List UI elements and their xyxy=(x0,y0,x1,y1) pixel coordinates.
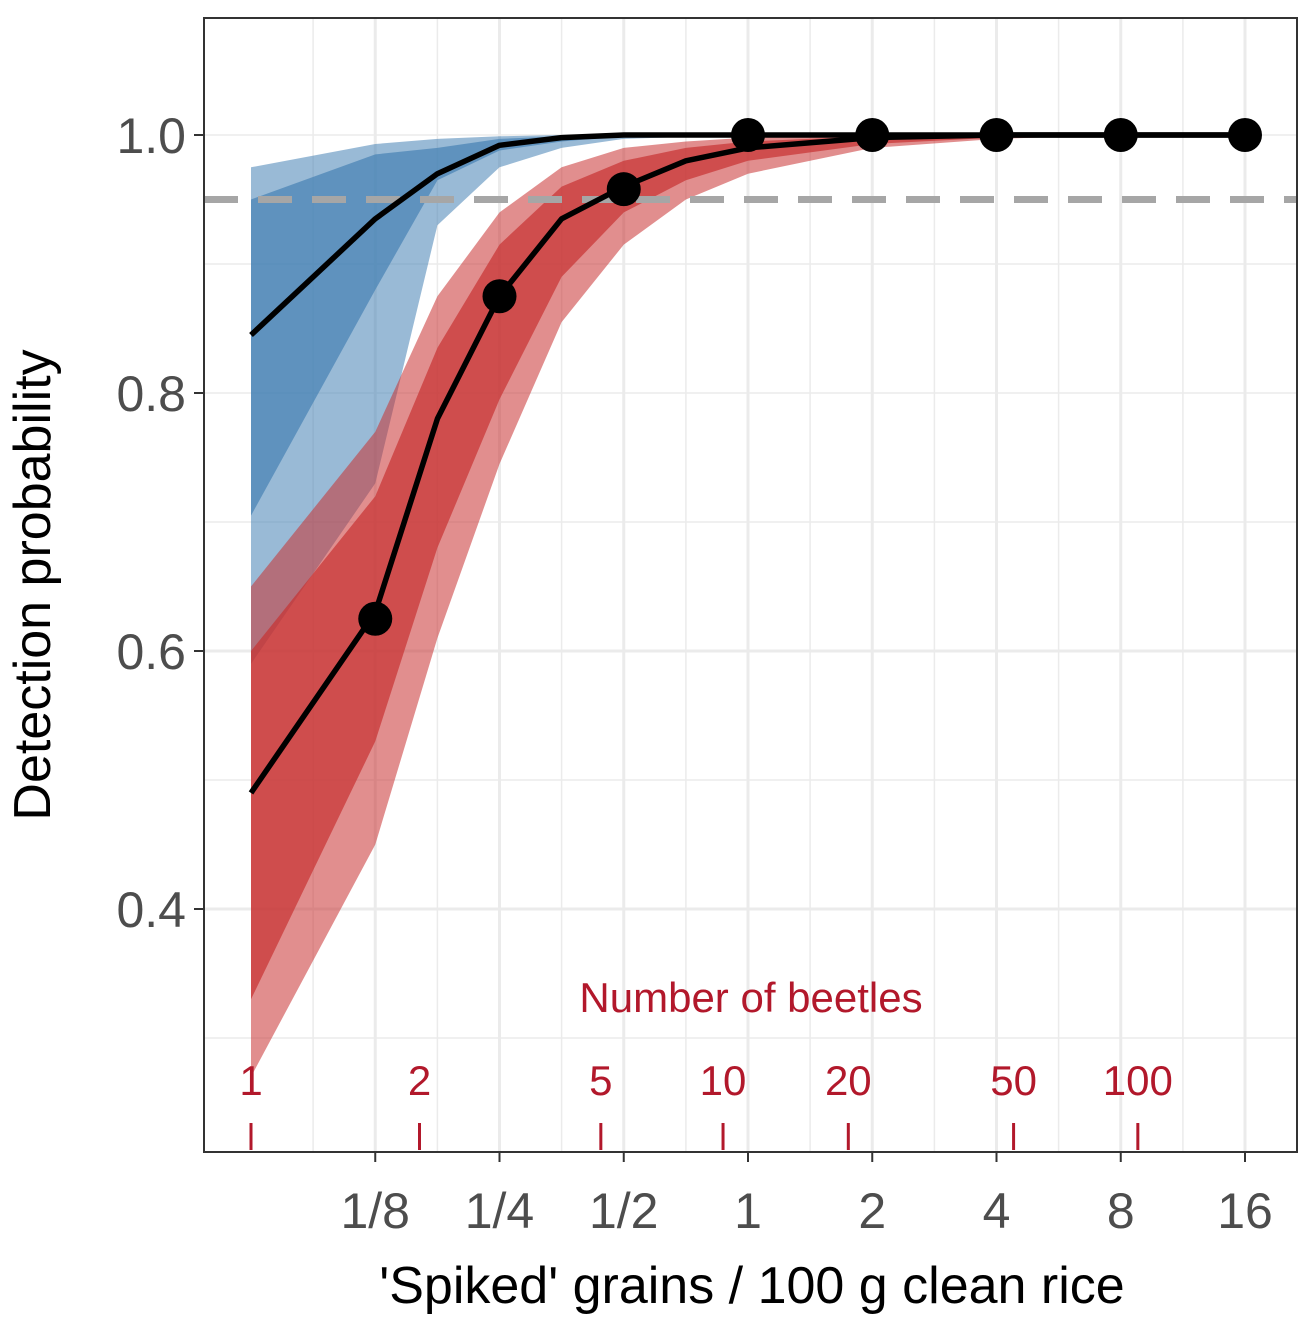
y-tick-label: 0.4 xyxy=(116,882,186,938)
inner-confidence-band xyxy=(251,135,1245,516)
x-tick-label: 1/4 xyxy=(465,1183,535,1239)
confidence-bands xyxy=(251,135,1245,1077)
observed-point xyxy=(606,172,641,207)
x-axis-title: 'Spiked' grains / 100 g clean rice xyxy=(379,1257,1124,1315)
y-tick-label: 0.8 xyxy=(116,366,186,422)
beetle-tick-label: 1 xyxy=(239,1057,262,1104)
x-tick-label: 16 xyxy=(1217,1183,1273,1239)
beetle-tick-label: 20 xyxy=(825,1057,872,1104)
inner-confidence-band xyxy=(251,135,1245,1000)
y-tick-label: 1.0 xyxy=(116,108,186,164)
observed-point xyxy=(979,118,1014,152)
observed-point xyxy=(731,118,765,152)
observed-point xyxy=(358,601,393,636)
beetle-tick-label: 10 xyxy=(700,1057,747,1104)
x-tick-label: 1 xyxy=(734,1183,762,1239)
plot-panel-border xyxy=(203,17,1298,1153)
axes: 0.4 0.6 0.8 1.0 1/8 1/4 1/2 1 2 4 8 16 xyxy=(116,108,1272,1239)
observed-points xyxy=(358,118,1262,636)
secondary-beetle-axis: Number of beetles 1 2 5 10 20 50 100 xyxy=(239,974,1173,1150)
x-tick-label: 2 xyxy=(858,1183,886,1239)
x-tick-label: 1/2 xyxy=(589,1183,659,1239)
beetle-tick-label: 2 xyxy=(408,1057,431,1104)
x-tick-label: 8 xyxy=(1107,1183,1135,1239)
observed-point xyxy=(855,118,890,152)
observed-point xyxy=(1103,118,1138,152)
fitted-curve xyxy=(248,132,1245,795)
observed-point xyxy=(1228,118,1262,152)
beetle-tick-label: 50 xyxy=(990,1057,1037,1104)
beetle-tick-label: 5 xyxy=(589,1057,612,1104)
x-tick-label: 4 xyxy=(983,1183,1011,1239)
fitted-curves xyxy=(248,132,1245,795)
secondary-axis-title: Number of beetles xyxy=(579,974,922,1021)
observed-point xyxy=(482,279,517,314)
x-tick-label: 1/8 xyxy=(340,1183,410,1239)
y-axis-title: Detection probability xyxy=(4,349,62,820)
beetle-tick-label: 100 xyxy=(1103,1057,1173,1104)
y-tick-label: 0.6 xyxy=(116,624,186,680)
